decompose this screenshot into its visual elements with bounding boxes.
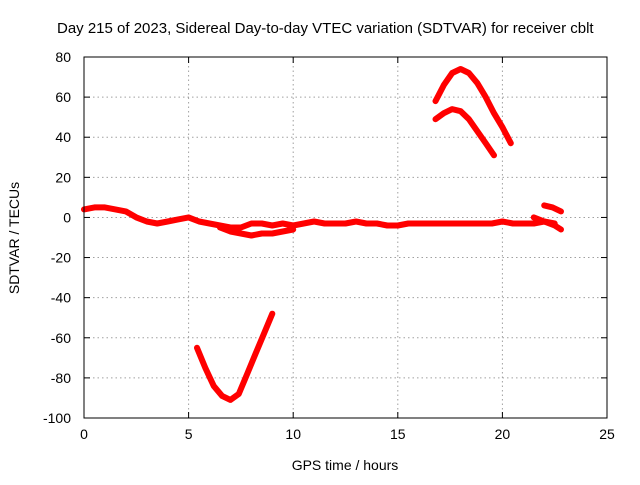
x-tick-labels: 0 5 10 15 20 25 (80, 426, 615, 442)
y-tick-label: 40 (55, 129, 71, 145)
chart-title: Day 215 of 2023, Sidereal Day-to-day VTE… (57, 20, 594, 37)
series-baseline-lower (217, 224, 297, 239)
x-tick-label: 0 (80, 426, 88, 442)
x-tick-label: 20 (495, 426, 511, 442)
y-tick-label: -40 (51, 290, 71, 306)
y-tick-label: 20 (55, 169, 71, 185)
series-negative-excursion (194, 310, 276, 403)
y-tick-label: -100 (43, 410, 71, 426)
y-tick-label: -60 (51, 330, 71, 346)
series-positive-arc-upper (432, 66, 514, 147)
x-tick-label: 15 (390, 426, 406, 442)
series-baseline-tail (541, 202, 564, 215)
series-layer (81, 66, 564, 403)
y-tick-label: -20 (51, 250, 71, 266)
series-baseline-main (81, 204, 558, 231)
y-tick-label: 60 (55, 89, 71, 105)
tick-layer (83, 56, 608, 419)
x-tick-label: 5 (185, 426, 193, 442)
y-tick-label: 0 (63, 209, 71, 225)
y-tick-label: -80 (51, 370, 71, 386)
x-tick-label: 25 (599, 426, 615, 442)
plot-frame (83, 56, 608, 419)
y-tick-label: 80 (55, 49, 71, 65)
grid-layer (84, 57, 607, 418)
x-tick-label: 10 (285, 426, 301, 442)
x-axis-label: GPS time / hours (292, 457, 399, 473)
series-positive-arc-lower (432, 106, 497, 159)
y-tick-labels: -100 -80 -60 -40 -20 0 20 40 60 80 (43, 49, 71, 426)
y-axis-label: SDTVAR / TECUs (6, 182, 22, 294)
series-baseline-end (530, 214, 564, 233)
